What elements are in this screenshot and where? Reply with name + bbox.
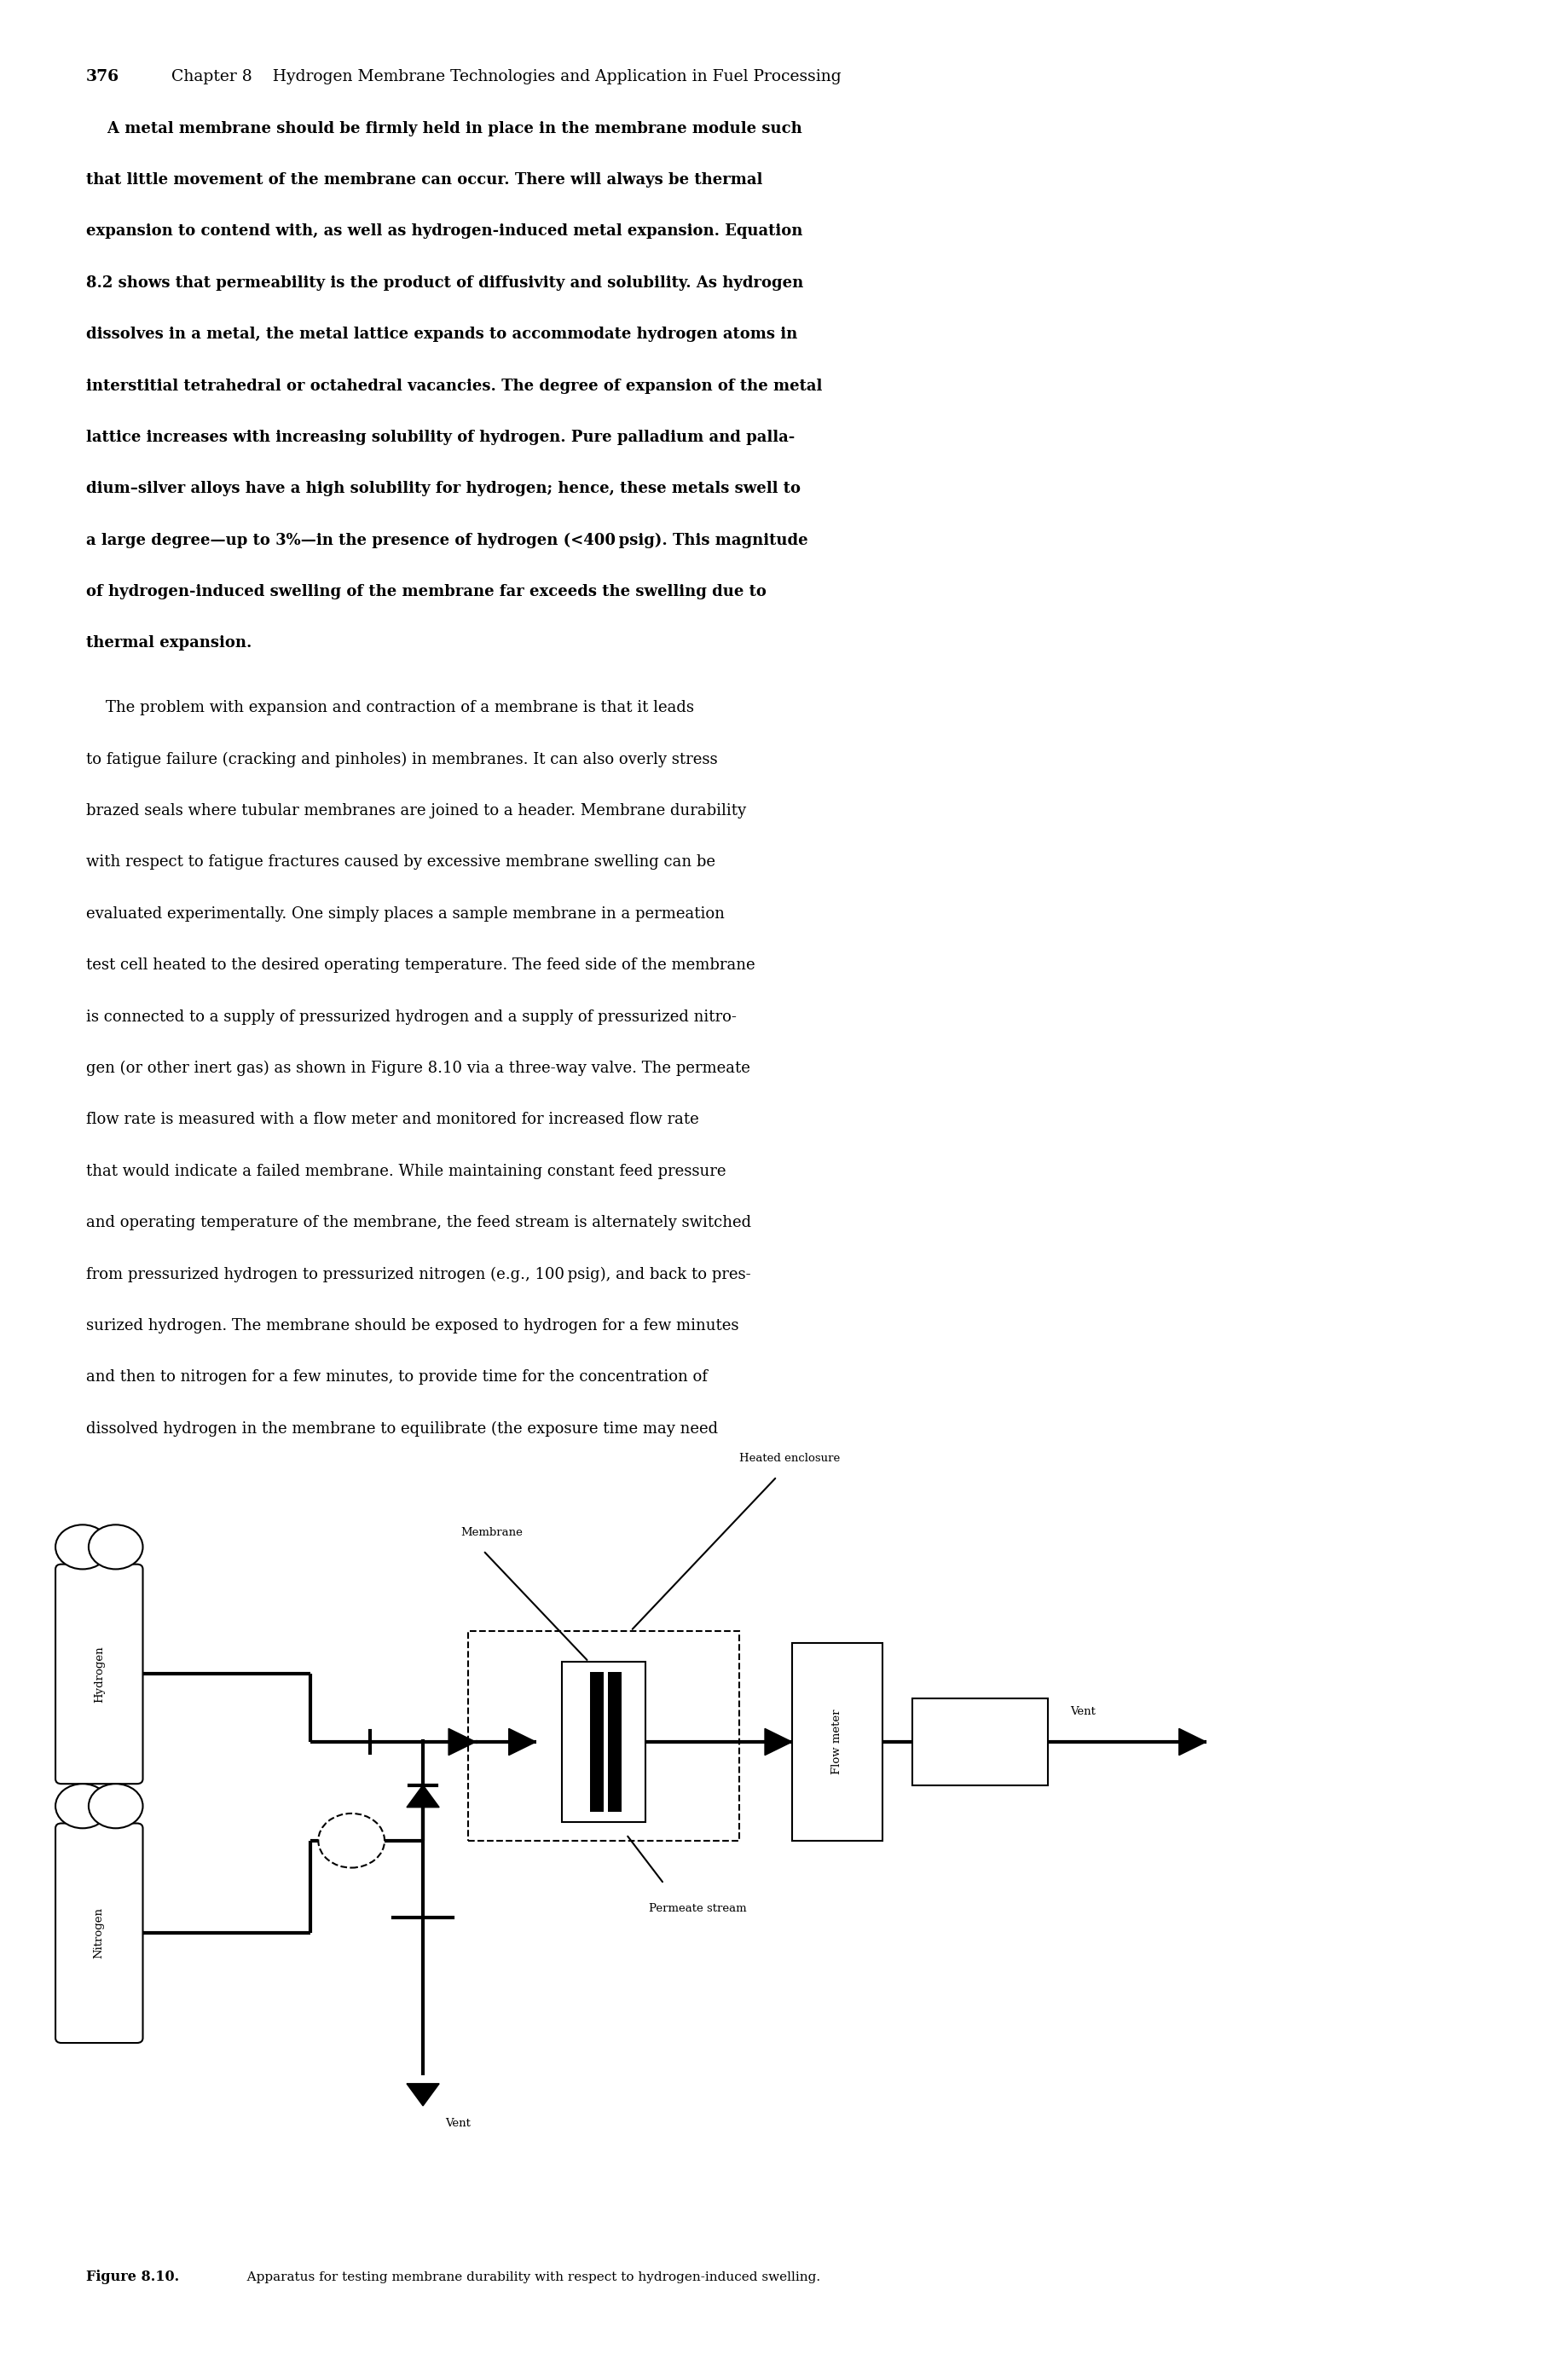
Text: and operating temperature of the membrane, the feed stream is alternately switch: and operating temperature of the membran… (86, 1216, 751, 1230)
Text: brazed seals where tubular membranes are joined to a header. Membrane durability: brazed seals where tubular membranes are… (86, 804, 746, 819)
Circle shape (88, 1524, 143, 1569)
Text: Apparatus for testing membrane durability with respect to hydrogen-induced swell: Apparatus for testing membrane durabilit… (235, 2271, 820, 2283)
Polygon shape (765, 1730, 792, 1756)
Text: gen (or other inert gas) as shown in Figure 8.10 via a three-way valve. The perm: gen (or other inert gas) as shown in Fig… (86, 1060, 750, 1077)
Polygon shape (406, 2084, 439, 2106)
Circle shape (88, 1784, 143, 1829)
Text: that little movement of the membrane can occur. There will always be thermal: that little movement of the membrane can… (86, 173, 762, 187)
Text: 8.2 shows that permeability is the product of diffusivity and solubility. As hyd: 8.2 shows that permeability is the produ… (86, 274, 803, 291)
Text: from pressurized hydrogen to pressurized nitrogen (e.g., 100 psig), and back to : from pressurized hydrogen to pressurized… (86, 1266, 751, 1282)
Text: test cell heated to the desired operating temperature. The feed side of the memb: test cell heated to the desired operatin… (86, 958, 754, 972)
Bar (913, 1699, 1047, 1784)
Text: evaluated experimentally. One simply places a sample membrane in a permeation: evaluated experimentally. One simply pla… (86, 906, 724, 920)
Polygon shape (448, 1730, 475, 1756)
FancyBboxPatch shape (55, 1564, 143, 1784)
Text: that would indicate a failed membrane. While maintaining constant feed pressure: that would indicate a failed membrane. W… (86, 1164, 726, 1178)
Text: The problem with expansion and contraction of a membrane is that it leads: The problem with expansion and contracti… (86, 700, 695, 715)
Text: Figure 8.10.: Figure 8.10. (86, 2269, 179, 2286)
Text: Flow meter: Flow meter (831, 1708, 842, 1774)
Circle shape (318, 1812, 384, 1867)
Text: is connected to a supply of pressurized hydrogen and a supply of pressurized nit: is connected to a supply of pressurized … (86, 1010, 737, 1024)
Bar (561, 1661, 644, 1822)
Text: of hydrogen-induced swelling of the membrane far exceeds the swelling due to: of hydrogen-induced swelling of the memb… (86, 584, 767, 599)
Bar (467, 1630, 739, 1841)
Text: Chapter 8    Hydrogen Membrane Technologies and Application in Fuel Processing: Chapter 8 Hydrogen Membrane Technologies… (171, 69, 840, 85)
Text: lattice increases with increasing solubility of hydrogen. Pure palladium and pal: lattice increases with increasing solubi… (86, 431, 795, 445)
Polygon shape (1179, 1730, 1206, 1756)
Circle shape (55, 1524, 110, 1569)
Text: Nitrogen: Nitrogen (94, 1907, 105, 1959)
Text: to fatigue failure (cracking and pinholes) in membranes. It can also overly stre: to fatigue failure (cracking and pinhole… (86, 752, 718, 767)
Bar (608, 1670, 621, 1812)
Text: thermal expansion.: thermal expansion. (86, 636, 252, 651)
Bar (590, 1670, 604, 1812)
Text: dissolves in a metal, the metal lattice expands to accommodate hydrogen atoms in: dissolves in a metal, the metal lattice … (86, 327, 797, 343)
Text: expansion to contend with, as well as hydrogen-induced metal expansion. Equation: expansion to contend with, as well as hy… (86, 225, 803, 239)
Text: dium–silver alloys have a high solubility for hydrogen; hence, these metals swel: dium–silver alloys have a high solubilit… (86, 480, 800, 497)
Text: A metal membrane should be firmly held in place in the membrane module such: A metal membrane should be firmly held i… (86, 121, 801, 137)
Text: Vent: Vent (1069, 1706, 1096, 1718)
Text: surized hydrogen. The membrane should be exposed to hydrogen for a few minutes: surized hydrogen. The membrane should be… (86, 1318, 739, 1334)
Text: Hydrogen: Hydrogen (94, 1647, 105, 1704)
Circle shape (55, 1784, 110, 1829)
Bar (792, 1642, 881, 1841)
Text: Permeate stream: Permeate stream (649, 1902, 746, 1914)
Text: a large degree—up to 3%—in the presence of hydrogen (<400 psig). This magnitude: a large degree—up to 3%—in the presence … (86, 532, 808, 549)
Polygon shape (406, 1784, 439, 1808)
Text: Membrane: Membrane (461, 1526, 522, 1538)
Text: dissolved hydrogen in the membrane to equilibrate (the exposure time may need: dissolved hydrogen in the membrane to eq… (86, 1422, 718, 1436)
Polygon shape (508, 1730, 536, 1756)
Text: interstitial tetrahedral or octahedral vacancies. The degree of expansion of the: interstitial tetrahedral or octahedral v… (86, 379, 822, 393)
Text: flow rate is measured with a flow meter and monitored for increased flow rate: flow rate is measured with a flow meter … (86, 1112, 699, 1129)
Text: Heated enclosure: Heated enclosure (739, 1453, 839, 1465)
Text: and then to nitrogen for a few minutes, to provide time for the concentration of: and then to nitrogen for a few minutes, … (86, 1370, 707, 1384)
Text: 376: 376 (86, 69, 119, 85)
FancyBboxPatch shape (55, 1824, 143, 2042)
Text: Vent: Vent (445, 2118, 470, 2129)
Text: with respect to fatigue fractures caused by excessive membrane swelling can be: with respect to fatigue fractures caused… (86, 854, 715, 871)
